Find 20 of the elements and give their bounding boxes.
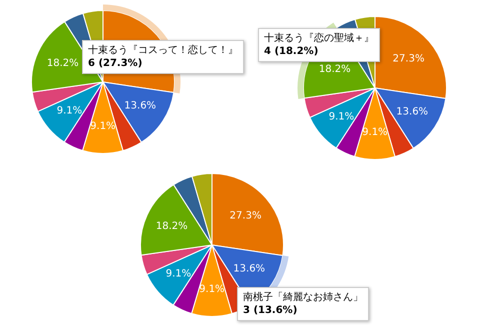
data-label: 18.2% (318, 64, 351, 76)
text: 3 (13.6%) (243, 304, 298, 317)
data-label: 13.6% (396, 106, 428, 118)
data-label: 9.1% (56, 106, 82, 117)
text: 6 (27.3%) (88, 57, 144, 70)
text: 4 (18.2%) (264, 45, 320, 58)
data-label: 13.6% (233, 264, 266, 275)
data-label: 13.6% (124, 100, 156, 112)
data-label: 18.2% (46, 58, 79, 70)
data-label: 9.1% (166, 268, 192, 280)
data-label: 9.1% (90, 120, 116, 132)
data-label: 9.1% (199, 284, 225, 295)
slice-label: 十束るう『コスって！恋して！』 (88, 44, 238, 57)
data-label: 27.3% (392, 54, 424, 65)
data-label: 18.2% (156, 221, 188, 232)
slice-label: 南桃子「綺麗なお姉さん」 (243, 291, 363, 304)
slice-label: 十束るう『恋の聖域＋』 (264, 32, 374, 45)
data-label: 27.3% (230, 210, 262, 222)
data-label: 9.1% (328, 112, 354, 123)
data-label: 9.1% (362, 126, 388, 138)
